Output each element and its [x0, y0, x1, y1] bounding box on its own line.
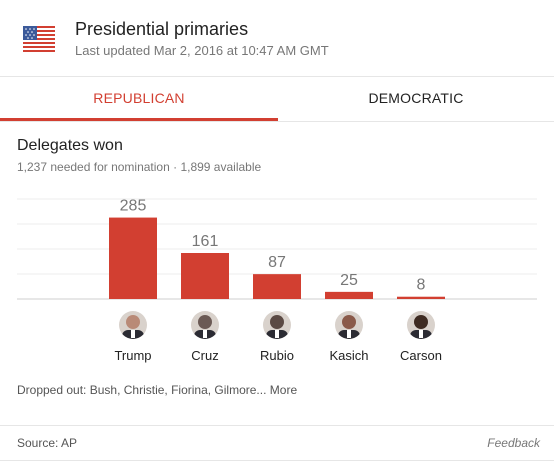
carson-avatar[interactable]: [407, 311, 435, 339]
kasich-avatar[interactable]: [335, 311, 363, 339]
bottom-divider: [0, 460, 554, 461]
tab-republican[interactable]: REPUBLICAN: [93, 90, 185, 106]
page-title: Presidential primaries: [75, 19, 249, 39]
bar-value-label-carson: 8: [417, 277, 426, 294]
candidate-name-carson: Carson: [400, 348, 442, 363]
rubio-avatar[interactable]: [263, 311, 291, 339]
candidate-name-rubio: Rubio: [260, 348, 294, 363]
bar-value-label-trump: 285: [120, 198, 147, 215]
bar-value-label-rubio: 87: [268, 254, 286, 271]
bar-kasich[interactable]: [325, 291, 373, 299]
header-divider: [0, 76, 554, 77]
party-tabs: REPUBLICAN DEMOCRATIC: [0, 77, 554, 121]
candidate-name-trump: Trump: [114, 348, 152, 363]
delegates-bar-chart: 285 161 87 25 8: [17, 198, 537, 300]
bar-rubio[interactable]: [253, 274, 301, 299]
section-subtitle: 1,237 needed for nomination · 1,899 avai…: [17, 160, 262, 174]
dropped-out-list: Dropped out: Bush, Christie, Fiorina, Gi…: [17, 383, 267, 397]
bar-value-label-kasich: 25: [340, 272, 358, 289]
dropped-out-text: Dropped out: Bush, Christie, Fiorina, Gi…: [17, 383, 297, 397]
header: Presidential primaries Last updated Mar …: [0, 0, 554, 76]
feedback-link[interactable]: Feedback: [487, 436, 540, 450]
more-link[interactable]: More: [269, 383, 298, 397]
section-title: Delegates won: [17, 137, 123, 154]
cruz-avatar[interactable]: [191, 311, 219, 339]
tabs-divider: [0, 121, 554, 122]
source-text: Source: AP: [17, 436, 78, 450]
tab-democratic[interactable]: DEMOCRATIC: [368, 90, 464, 106]
footer-divider: [0, 425, 554, 426]
bar-value-label-cruz: 161: [192, 233, 219, 250]
candidate-name-kasich: Kasich: [329, 348, 369, 363]
active-tab-indicator: [0, 118, 278, 121]
candidate-name-cruz: Cruz: [191, 348, 219, 363]
bar-cruz[interactable]: [181, 253, 229, 299]
trump-avatar[interactable]: [119, 311, 147, 339]
bar-carson[interactable]: [397, 296, 445, 299]
us-flag-icon: [23, 26, 55, 52]
last-updated-text: Last updated Mar 2, 2016 at 10:47 AM GMT: [75, 43, 329, 58]
bar-trump[interactable]: [109, 217, 157, 299]
delegates-chart: 285 161 87 25 8 Trump Cruz Rubio Kasich Carson: [17, 185, 537, 375]
